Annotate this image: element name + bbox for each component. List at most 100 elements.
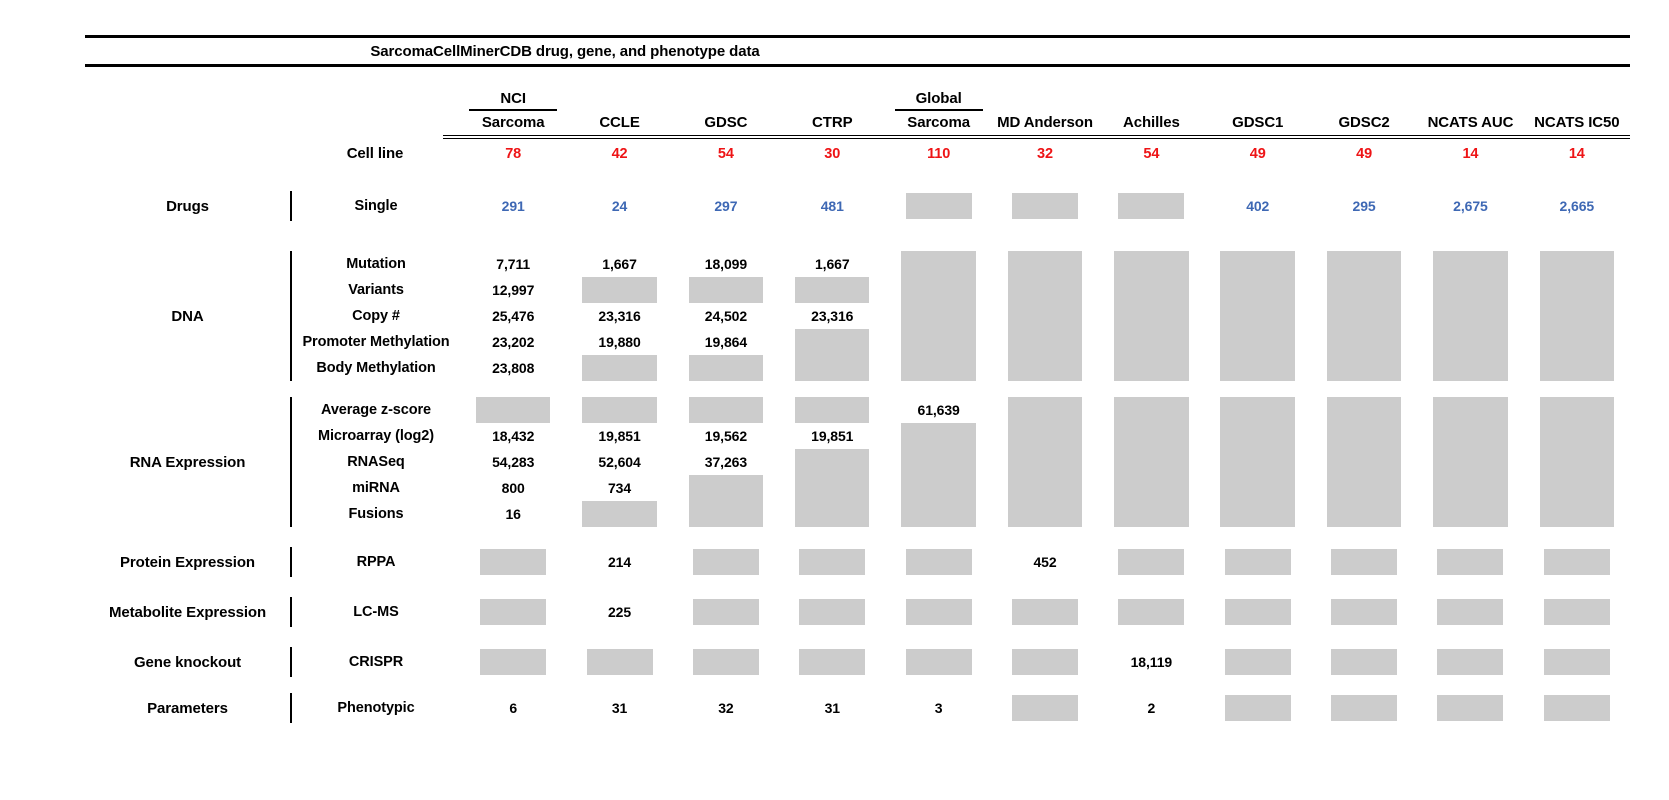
missing-data-cell: [1524, 329, 1630, 355]
missing-data-box: [692, 599, 759, 625]
missing-data-cell: [779, 597, 885, 627]
missing-data-cell: [885, 423, 991, 449]
missing-data-box: [1114, 501, 1189, 527]
missing-data-cell: [566, 355, 672, 381]
data-cell: 734: [608, 480, 632, 496]
missing-data-cell: [1205, 303, 1311, 329]
missing-data-box: [1326, 449, 1402, 475]
data-cell: 214: [608, 554, 632, 570]
missing-data-box: [795, 475, 870, 501]
missing-data-box: [1220, 355, 1295, 381]
missing-data-box: [1224, 599, 1291, 625]
missing-data-cell: [992, 355, 1098, 381]
cell-line-label: Cell line: [346, 145, 404, 162]
section-body: Mutation 7,711 1,667 18,099 1,667 Variants 12,…: [290, 251, 1630, 381]
missing-data-box: [1543, 549, 1610, 575]
column-header: MD Anderson: [992, 86, 1098, 134]
missing-data-cell: [1205, 547, 1311, 577]
data-cell: 2: [1147, 700, 1156, 716]
data-cell: 23,316: [811, 308, 854, 324]
missing-data-box: [1114, 397, 1189, 423]
missing-data-cell: [1311, 251, 1417, 277]
column-header: NCI Sarcoma: [460, 86, 566, 134]
missing-data-cell: [460, 597, 566, 627]
missing-data-cell: [1098, 303, 1204, 329]
header-spacer: [85, 86, 460, 134]
missing-data-box: [1114, 355, 1189, 381]
data-cell: 31: [611, 700, 628, 716]
missing-data-cell: [673, 547, 779, 577]
missing-data-cell: [992, 475, 1098, 501]
data-cell: 19,880: [598, 334, 641, 350]
missing-data-box: [582, 397, 657, 423]
missing-data-box: [1007, 501, 1083, 527]
missing-data-box: [480, 599, 547, 625]
missing-data-box: [901, 475, 976, 501]
missing-data-box: [1331, 649, 1398, 675]
missing-data-cell: [1098, 355, 1204, 381]
missing-data-box: [905, 549, 972, 575]
column-header: GDSC2: [1311, 86, 1417, 134]
missing-data-box: [901, 277, 976, 303]
missing-data-cell: [1098, 597, 1204, 627]
missing-data-box: [1114, 449, 1189, 475]
missing-data-cell: [1098, 547, 1204, 577]
missing-data-box: [1433, 501, 1508, 527]
data-cell: 402: [1246, 198, 1270, 214]
missing-data-box: [1118, 599, 1185, 625]
column-header-top: [1311, 86, 1417, 111]
missing-data-cell: [885, 449, 991, 475]
data-cell: 18,119: [1130, 654, 1173, 670]
column-header: GDSC: [673, 86, 779, 134]
missing-data-box: [1539, 423, 1615, 449]
missing-data-box: [905, 193, 972, 219]
missing-data-cell: [1524, 647, 1630, 677]
missing-data-box: [1118, 193, 1185, 219]
missing-data-box: [1539, 355, 1615, 381]
missing-data-cell: [1205, 501, 1311, 527]
section-category-label: Parameters: [147, 699, 228, 717]
missing-data-box: [1433, 355, 1508, 381]
missing-data-cell: [1098, 191, 1204, 221]
missing-data-cell: [1098, 329, 1204, 355]
missing-data-cell: [1417, 303, 1523, 329]
missing-data-box: [1007, 475, 1083, 501]
missing-data-cell: [1205, 251, 1311, 277]
cell-line-count: 32: [1037, 146, 1053, 162]
row-label: Body Methylation: [316, 360, 436, 376]
row-label: RPPA: [356, 554, 396, 570]
missing-data-cell: [779, 397, 885, 423]
data-cell: 7,711: [496, 256, 531, 272]
missing-data-box: [1118, 549, 1185, 575]
data-cell: 295: [1352, 198, 1376, 214]
data-cell: 23,316: [598, 308, 641, 324]
missing-data-cell: [992, 693, 1098, 723]
missing-data-box: [1007, 329, 1083, 355]
cell-line-count: 54: [1143, 146, 1160, 162]
row-label: Microarray (log2): [318, 428, 434, 444]
missing-data-box: [1007, 397, 1083, 423]
column-header-label: GDSC1: [1232, 114, 1284, 131]
cell-line-count: 14: [1568, 146, 1585, 162]
missing-data-cell: [1098, 251, 1204, 277]
missing-data-cell: [885, 251, 991, 277]
missing-data-cell: [566, 501, 672, 527]
missing-data-box: [1220, 397, 1295, 423]
missing-data-box: [1012, 695, 1078, 721]
missing-data-cell: [1417, 597, 1523, 627]
missing-data-cell: [992, 647, 1098, 677]
section-category-label: Drugs: [166, 197, 209, 215]
row-label: Average z-score: [321, 402, 431, 418]
missing-data-box: [1433, 423, 1508, 449]
missing-data-box: [1012, 193, 1078, 219]
missing-data-cell: [779, 547, 885, 577]
column-header-label: Sarcoma: [907, 114, 970, 131]
missing-data-box: [1007, 277, 1083, 303]
missing-data-box: [1543, 695, 1610, 721]
missing-data-cell: [1417, 423, 1523, 449]
row-label: Promoter Methylation: [302, 334, 450, 350]
missing-data-cell: [885, 303, 991, 329]
missing-data-box: [1539, 501, 1615, 527]
missing-data-cell: [1098, 277, 1204, 303]
missing-data-box: [692, 549, 759, 575]
